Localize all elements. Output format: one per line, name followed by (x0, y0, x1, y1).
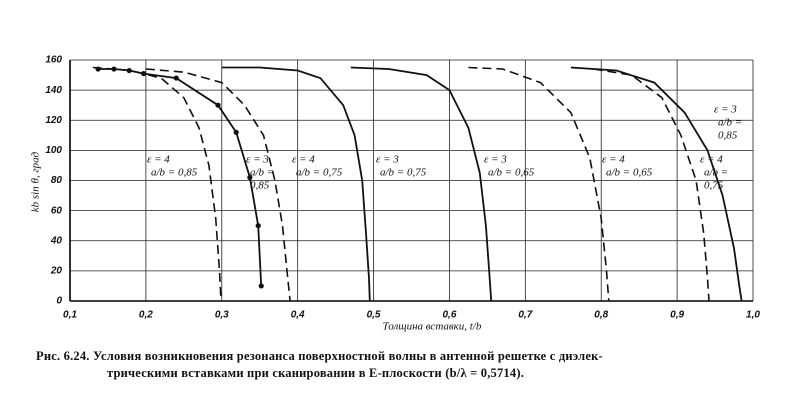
x-tick-label: 1,0 (746, 310, 760, 321)
data-point (173, 75, 179, 81)
curve-label: a/b = 0,85 (151, 167, 198, 179)
data-point (141, 70, 147, 77)
y-tick-label: 80 (51, 175, 63, 186)
curve-label: ε = 4 (292, 154, 315, 166)
curve (92, 66, 222, 302)
y-tick-label: 160 (45, 55, 62, 66)
x-tick-label: 0,4 (291, 310, 305, 321)
curve-label: ε = 3 (246, 154, 269, 166)
y-tick-label: 20 (50, 266, 63, 277)
curve-label: ε = 4 (700, 154, 723, 166)
curve-label: a/b = 0,65 (488, 167, 535, 179)
curve-label: ε = 3 (714, 104, 737, 116)
x-tick-label: 0,5 (367, 310, 381, 321)
y-tick-label: 60 (51, 205, 63, 216)
x-tick-label: 0,6 (442, 310, 456, 321)
curve (593, 68, 710, 302)
data-point (247, 174, 253, 181)
curve-label: 0,85 (250, 180, 270, 192)
curve-label: ε = 4 (147, 154, 170, 166)
x-tick-label: 0,9 (670, 310, 684, 321)
curve-label: ε = 3 (376, 154, 399, 166)
curve (145, 68, 291, 302)
curve-label: ε = 4 (602, 154, 625, 166)
x-axis-label: Толщина вставки, t/b (383, 321, 482, 333)
y-tick-label: 100 (45, 145, 62, 156)
y-tick-label: 40 (50, 235, 63, 246)
caption-line: Рис. 6.24. Условия возникновения резонан… (36, 349, 603, 363)
y-tick-label: 120 (45, 115, 62, 126)
data-point (111, 66, 117, 72)
x-tick-label: 0,8 (594, 310, 608, 321)
data-point (233, 129, 239, 135)
y-tick-label: 0 (56, 296, 62, 307)
curve-label: a/b = (704, 167, 728, 179)
x-tick-label: 0,2 (139, 310, 153, 321)
caption-line: трическими вставками при сканировании в … (107, 366, 524, 380)
curve-label: 0,75 (704, 180, 724, 192)
curve-label: 0,85 (718, 130, 738, 142)
y-tick-label: 140 (45, 85, 62, 96)
curve (350, 66, 493, 302)
x-tick-label: 0,3 (215, 310, 229, 321)
curve-label: a/b = (718, 117, 742, 129)
data-point (215, 102, 221, 108)
data-point (258, 283, 264, 289)
curve (468, 66, 610, 302)
curve (98, 68, 263, 286)
data-point (126, 67, 132, 74)
curve-label: ε = 3 (484, 154, 507, 166)
data-point (95, 66, 101, 72)
curve-label: a/b = (250, 167, 274, 179)
x-tick-label: 0,7 (518, 310, 532, 321)
y-axis-label: kb sin θ, град (30, 151, 42, 212)
curve-label: a/b = 0,65 (606, 167, 653, 179)
curve (221, 66, 371, 302)
x-tick-label: 0,1 (63, 310, 77, 321)
curve-label: a/b = 0,75 (296, 167, 343, 179)
curve-label: a/b = 0,75 (380, 167, 427, 179)
data-point (255, 223, 261, 229)
